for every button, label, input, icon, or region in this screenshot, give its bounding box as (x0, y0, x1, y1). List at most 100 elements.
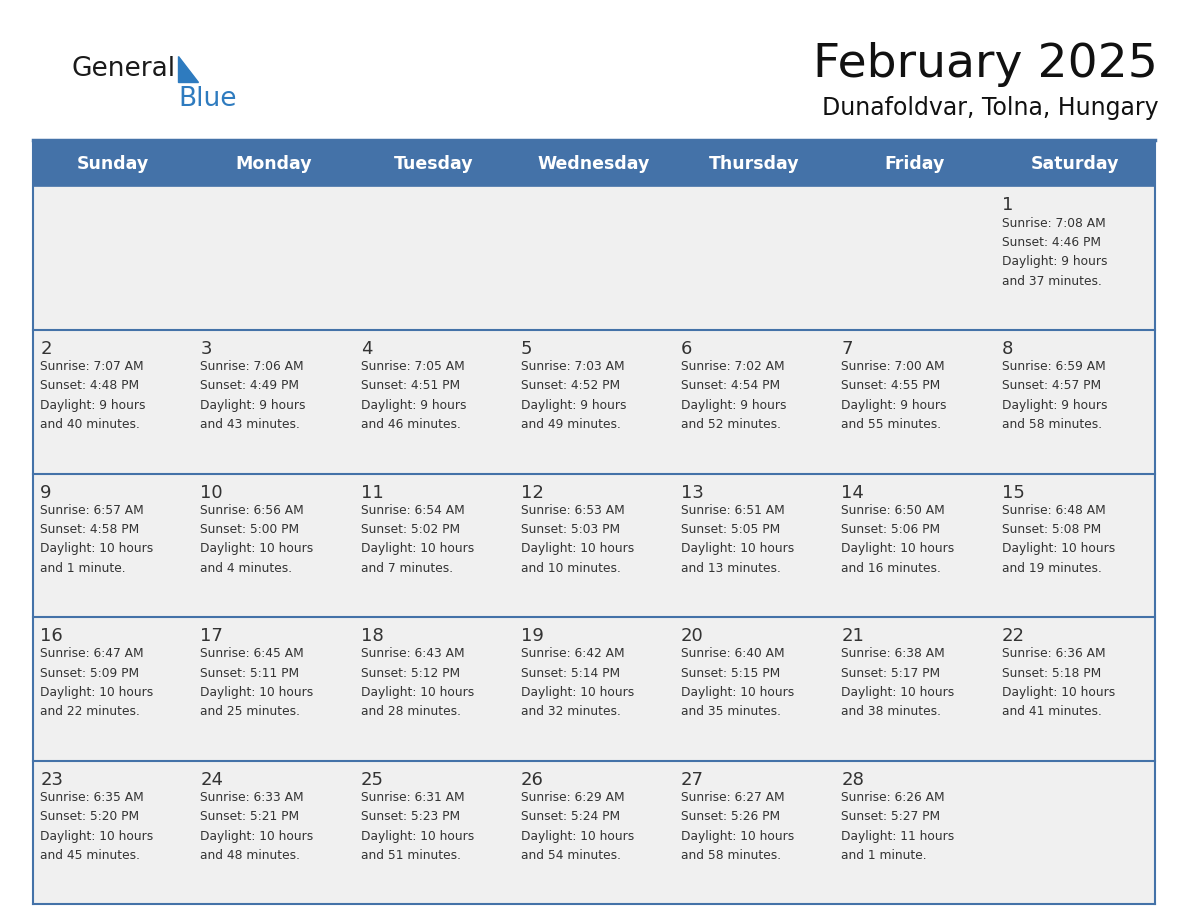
Text: Sunset: 5:24 PM: Sunset: 5:24 PM (520, 811, 620, 823)
Text: and 58 minutes.: and 58 minutes. (681, 849, 782, 862)
Text: Daylight: 10 hours: Daylight: 10 hours (681, 830, 795, 843)
Text: Daylight: 9 hours: Daylight: 9 hours (681, 398, 786, 412)
Text: Friday: Friday (884, 155, 944, 174)
Text: Daylight: 10 hours: Daylight: 10 hours (40, 543, 153, 555)
Bar (33, 330, 1155, 474)
Text: 6: 6 (681, 340, 693, 358)
Text: Sunrise: 7:08 AM: Sunrise: 7:08 AM (1001, 217, 1105, 230)
Text: Sunrise: 6:54 AM: Sunrise: 6:54 AM (361, 504, 465, 517)
Text: Daylight: 9 hours: Daylight: 9 hours (520, 398, 626, 412)
Text: and 35 minutes.: and 35 minutes. (681, 705, 781, 719)
Text: 5: 5 (520, 340, 532, 358)
Text: 13: 13 (681, 484, 704, 501)
Text: and 58 minutes.: and 58 minutes. (1001, 419, 1101, 431)
Text: Sunset: 5:20 PM: Sunset: 5:20 PM (40, 811, 139, 823)
Text: Sunrise: 7:00 AM: Sunrise: 7:00 AM (841, 360, 944, 373)
Text: 7: 7 (841, 340, 853, 358)
Bar (33, 474, 1155, 617)
Text: Sunrise: 6:51 AM: Sunrise: 6:51 AM (681, 504, 785, 517)
Text: 16: 16 (40, 627, 63, 645)
Text: and 28 minutes.: and 28 minutes. (361, 705, 461, 719)
Text: Sunset: 5:12 PM: Sunset: 5:12 PM (361, 666, 460, 679)
Text: Sunrise: 6:33 AM: Sunrise: 6:33 AM (201, 790, 304, 804)
Text: Daylight: 10 hours: Daylight: 10 hours (361, 543, 474, 555)
Text: and 16 minutes.: and 16 minutes. (841, 562, 941, 575)
Text: Daylight: 10 hours: Daylight: 10 hours (841, 686, 955, 699)
Text: and 46 minutes.: and 46 minutes. (361, 419, 461, 431)
Text: 26: 26 (520, 770, 544, 789)
Text: and 1 minute.: and 1 minute. (40, 562, 126, 575)
Text: Daylight: 11 hours: Daylight: 11 hours (841, 830, 955, 843)
Text: Sunset: 4:52 PM: Sunset: 4:52 PM (520, 379, 620, 393)
Text: 4: 4 (361, 340, 372, 358)
Text: and 52 minutes.: and 52 minutes. (681, 419, 781, 431)
Text: 1: 1 (1001, 196, 1013, 215)
Text: Sunset: 5:21 PM: Sunset: 5:21 PM (201, 811, 299, 823)
Text: Sunrise: 6:59 AM: Sunrise: 6:59 AM (1001, 360, 1105, 373)
Text: 21: 21 (841, 627, 864, 645)
Polygon shape (178, 56, 198, 82)
Text: and 51 minutes.: and 51 minutes. (361, 849, 461, 862)
Text: Sunrise: 6:47 AM: Sunrise: 6:47 AM (40, 647, 144, 660)
Text: 15: 15 (1001, 484, 1024, 501)
Text: Sunrise: 7:06 AM: Sunrise: 7:06 AM (201, 360, 304, 373)
Text: Daylight: 10 hours: Daylight: 10 hours (520, 830, 634, 843)
Text: Sunset: 4:58 PM: Sunset: 4:58 PM (40, 523, 139, 536)
Text: Daylight: 10 hours: Daylight: 10 hours (40, 830, 153, 843)
Text: 8: 8 (1001, 340, 1013, 358)
Bar (33, 761, 1155, 904)
Text: Daylight: 10 hours: Daylight: 10 hours (1001, 543, 1114, 555)
Text: 22: 22 (1001, 627, 1024, 645)
Text: Sunrise: 6:42 AM: Sunrise: 6:42 AM (520, 647, 625, 660)
Text: Sunset: 4:54 PM: Sunset: 4:54 PM (681, 379, 781, 393)
Text: 24: 24 (201, 770, 223, 789)
Text: and 49 minutes.: and 49 minutes. (520, 419, 621, 431)
Text: Sunrise: 6:31 AM: Sunrise: 6:31 AM (361, 790, 465, 804)
Bar (33, 186, 1155, 330)
Text: Daylight: 10 hours: Daylight: 10 hours (361, 830, 474, 843)
Text: 17: 17 (201, 627, 223, 645)
Text: Sunset: 5:05 PM: Sunset: 5:05 PM (681, 523, 781, 536)
Text: 11: 11 (361, 484, 384, 501)
Text: Sunset: 5:23 PM: Sunset: 5:23 PM (361, 811, 460, 823)
Text: 9: 9 (40, 484, 52, 501)
Text: and 7 minutes.: and 7 minutes. (361, 562, 453, 575)
Text: Sunday: Sunday (77, 155, 150, 174)
Text: Sunset: 4:57 PM: Sunset: 4:57 PM (1001, 379, 1100, 393)
Text: Sunset: 4:48 PM: Sunset: 4:48 PM (40, 379, 139, 393)
Text: 23: 23 (40, 770, 63, 789)
Text: Daylight: 10 hours: Daylight: 10 hours (40, 686, 153, 699)
Text: Daylight: 9 hours: Daylight: 9 hours (201, 398, 307, 412)
Text: Sunset: 5:06 PM: Sunset: 5:06 PM (841, 523, 941, 536)
Text: Daylight: 9 hours: Daylight: 9 hours (1001, 398, 1107, 412)
Text: Sunrise: 7:03 AM: Sunrise: 7:03 AM (520, 360, 625, 373)
Text: Daylight: 10 hours: Daylight: 10 hours (681, 543, 795, 555)
Text: Daylight: 10 hours: Daylight: 10 hours (520, 686, 634, 699)
Text: Sunset: 5:18 PM: Sunset: 5:18 PM (1001, 666, 1101, 679)
Text: and 10 minutes.: and 10 minutes. (520, 562, 621, 575)
Text: Sunset: 5:14 PM: Sunset: 5:14 PM (520, 666, 620, 679)
Text: Daylight: 10 hours: Daylight: 10 hours (1001, 686, 1114, 699)
Text: 18: 18 (361, 627, 384, 645)
Text: Saturday: Saturday (1030, 155, 1119, 174)
Text: Sunrise: 6:56 AM: Sunrise: 6:56 AM (201, 504, 304, 517)
Text: Sunset: 5:26 PM: Sunset: 5:26 PM (681, 811, 781, 823)
Text: Sunset: 4:55 PM: Sunset: 4:55 PM (841, 379, 941, 393)
Text: Sunset: 5:15 PM: Sunset: 5:15 PM (681, 666, 781, 679)
Text: February 2025: February 2025 (814, 41, 1158, 87)
Text: Sunrise: 6:38 AM: Sunrise: 6:38 AM (841, 647, 946, 660)
Text: 14: 14 (841, 484, 864, 501)
Text: Thursday: Thursday (709, 155, 800, 174)
Text: Daylight: 10 hours: Daylight: 10 hours (201, 543, 314, 555)
Text: and 37 minutes.: and 37 minutes. (1001, 274, 1101, 287)
Text: and 43 minutes.: and 43 minutes. (201, 419, 301, 431)
Text: and 54 minutes.: and 54 minutes. (520, 849, 621, 862)
Text: Sunrise: 6:45 AM: Sunrise: 6:45 AM (201, 647, 304, 660)
Text: Daylight: 9 hours: Daylight: 9 hours (841, 398, 947, 412)
Text: Tuesday: Tuesday (394, 155, 474, 174)
Text: Daylight: 10 hours: Daylight: 10 hours (681, 686, 795, 699)
Text: Sunrise: 7:07 AM: Sunrise: 7:07 AM (40, 360, 144, 373)
Text: Daylight: 10 hours: Daylight: 10 hours (841, 543, 955, 555)
Text: 20: 20 (681, 627, 703, 645)
Text: Sunrise: 6:48 AM: Sunrise: 6:48 AM (1001, 504, 1105, 517)
